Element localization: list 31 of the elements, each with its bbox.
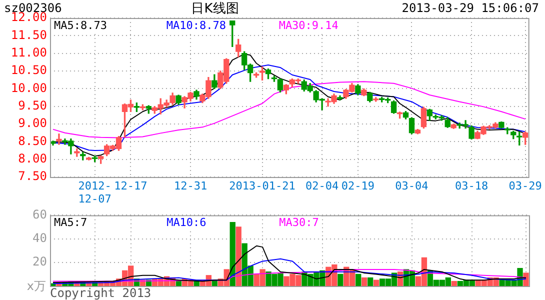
x-tick-label: 02-04 [305,179,339,192]
y-tick-label: 9.00 [18,116,47,130]
y-tick-label: 8.00 [18,151,47,166]
text: MA5:8.73 [54,18,107,32]
text: MA10:6 [166,216,206,230]
y-tick-label: 11.50 [10,28,47,42]
x-tick-label: 02-19 [341,179,374,192]
x-tick-label: 12-17 [114,179,148,192]
x-tick-label: 03-04 [395,179,429,192]
y-tick-label: 40 [32,230,47,245]
text: 2013-03-29 15:06:07 [402,1,539,16]
text: MA10:8.78 [166,18,226,32]
x-tick-label: 03-29 [508,179,542,192]
y-axis-title: x万 [26,279,46,294]
x-tick-label: 2012-12-07 [78,179,112,206]
x-tick-label: 03-18 [454,179,488,192]
text: MA30:7 [279,216,319,230]
y-tick-label: 10.50 [10,63,47,78]
y-tick-label: 8.50 [18,134,47,148]
y-tick-label: 10.00 [10,80,47,95]
chart-title: 日K线图 [191,1,239,16]
y-tick-label: 20 [32,254,47,269]
y-tick-label: 11.00 [10,45,47,60]
y-tick-label: 7.50 [18,169,47,184]
text: MA5:7 [54,216,88,230]
y-tick-label: 9.50 [18,98,47,112]
x-tick-label: 2013-01-21 [229,179,296,192]
y-tick-label: 60 [32,207,47,222]
x-tick-label: 12-31 [174,179,208,192]
text: MA30:9.14 [278,18,339,32]
annotation: Copyright 2013 [50,286,152,300]
